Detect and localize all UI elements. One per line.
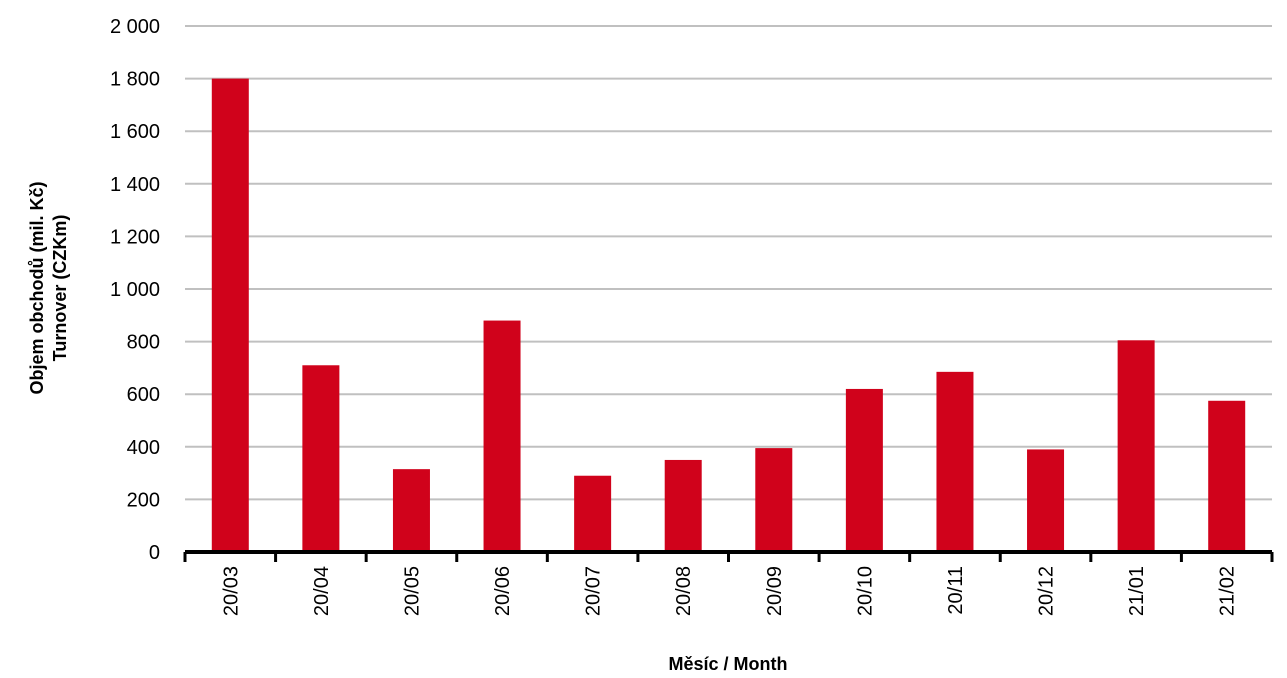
bar-20/06 <box>483 320 521 552</box>
x-tick-label: 20/05 <box>401 566 423 616</box>
x-tick-label: 20/04 <box>311 566 333 616</box>
y-tick-label: 400 <box>127 437 160 459</box>
bar-21/02 <box>1208 400 1246 552</box>
bar-20/10 <box>845 388 883 552</box>
x-tick-label: 20/10 <box>854 566 876 616</box>
x-tick-label: 20/09 <box>764 566 786 616</box>
x-tick-label: 20/12 <box>1036 566 1058 616</box>
x-axis <box>183 550 1274 562</box>
y-axis-title-line1: Objem obchodů (mil. Kč) <box>27 181 47 394</box>
y-tick-label: 0 <box>149 542 160 564</box>
x-axis-ticks: 20/03 20/04 20/05 20/06 20/07 20/08 20/09 20/10… <box>220 566 1238 616</box>
bar-20/04 <box>302 365 340 552</box>
y-tick-label: 2 000 <box>110 16 160 38</box>
bar-20/09 <box>755 448 793 552</box>
x-tick-label: 21/02 <box>1217 566 1239 616</box>
bar-20/08 <box>664 459 702 552</box>
x-tick-label: 20/06 <box>492 566 514 616</box>
bar-20/11 <box>936 371 974 552</box>
bar-20/03 <box>211 78 249 552</box>
gridlines <box>185 25 1272 501</box>
bar-20/05 <box>392 469 430 552</box>
y-tick-label: 1 200 <box>110 226 160 248</box>
x-tick-label: 20/03 <box>220 566 242 616</box>
y-tick-label: 200 <box>127 489 160 511</box>
x-tick-label: 20/08 <box>673 566 695 616</box>
y-tick-label: 1 000 <box>110 279 160 301</box>
bars <box>211 78 1246 552</box>
y-tick-label: 1 600 <box>110 121 160 143</box>
x-tick-label: 20/11 <box>945 566 967 615</box>
y-axis-title-line2: Turnover (CZKm) <box>50 215 70 362</box>
bar-20/07 <box>574 475 612 552</box>
y-axis-ticks: 0 200 400 600 800 1 000 1 200 1 400 1 600 1 800 2 … <box>110 16 160 564</box>
y-tick-label: 1 400 <box>110 174 160 196</box>
x-axis-title: Měsíc / Month <box>668 654 787 674</box>
bar-21/01 <box>1117 340 1155 552</box>
y-tick-label: 1 800 <box>110 69 160 91</box>
x-tick-label: 21/01 <box>1126 566 1148 616</box>
y-tick-label: 600 <box>127 384 160 406</box>
y-tick-label: 800 <box>127 332 160 354</box>
bar-20/12 <box>1027 449 1065 552</box>
x-tick-label: 20/07 <box>583 566 605 616</box>
